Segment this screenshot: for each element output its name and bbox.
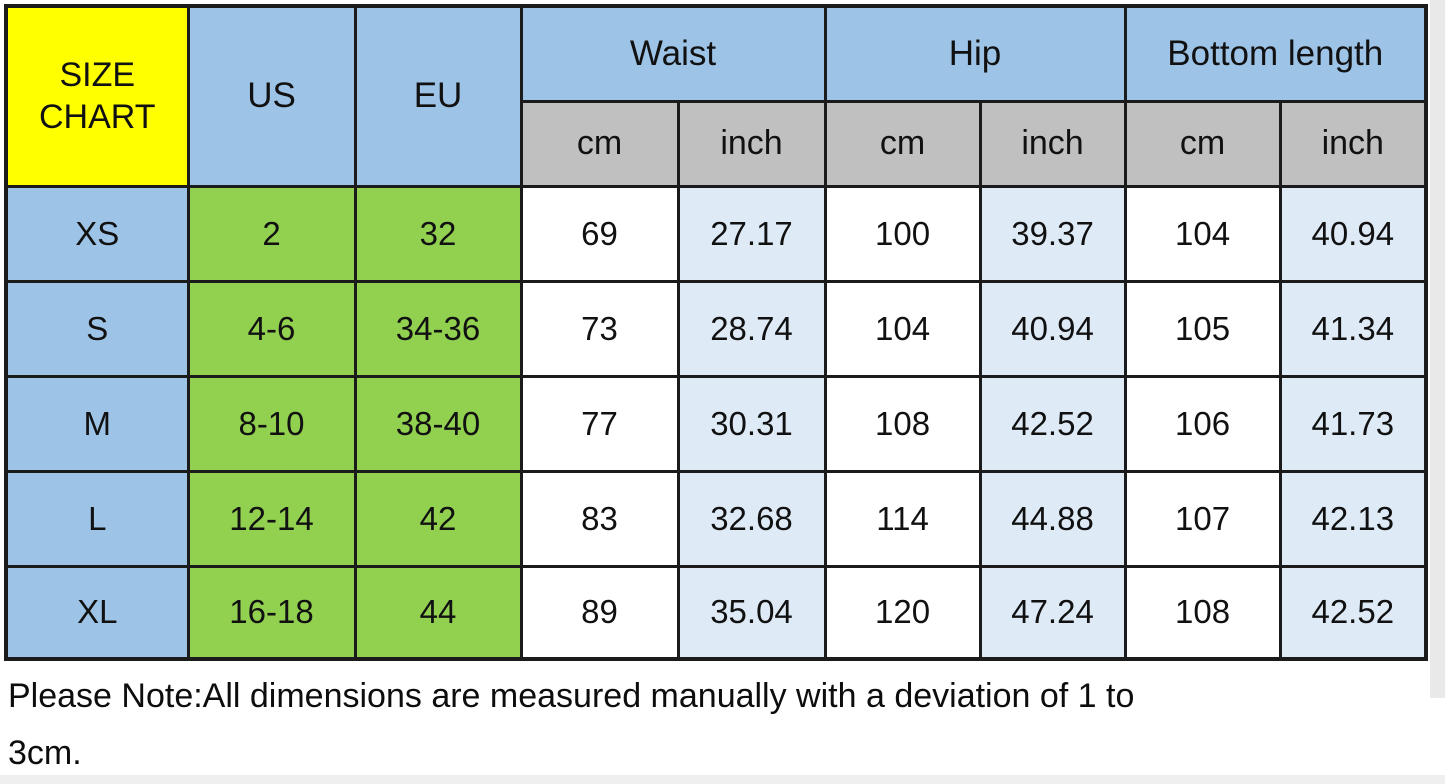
hip-cm-cell: 104 [823,279,982,378]
table-row: M 8-10 38-40 77 30.31 108 42.52 106 41.7… [4,374,1428,473]
waist-inch-cell: 28.74 [676,279,827,378]
bottom-inch-cell: 41.34 [1278,279,1428,378]
unit-header-waist-inch: inch [676,99,827,188]
hip-inch-cell: 40.94 [978,279,1127,378]
unit-header-hip-cm: cm [823,99,982,188]
table-row: XS 2 32 69 27.17 100 39.37 104 40.94 [4,184,1428,283]
size-cell: L [4,469,190,568]
waist-inch-cell: 32.68 [676,469,827,568]
unit-header-bottom-cm: cm [1123,99,1282,188]
note-line-1: Please Note:All dimensions are measured … [8,677,1135,715]
col-header-eu: EU [353,4,523,188]
bottom-cm-cell: 105 [1123,279,1282,378]
hip-inch-cell: 39.37 [978,184,1127,283]
table-row: L 12-14 42 83 32.68 114 44.88 107 42.13 [4,469,1428,568]
bottom-cm-cell: 104 [1123,184,1282,283]
waist-inch-cell: 35.04 [676,564,827,661]
unit-header-bottom-inch: inch [1278,99,1428,188]
us-cell: 12-14 [186,469,357,568]
bottom-inch-cell: 41.73 [1278,374,1428,473]
us-cell: 2 [186,184,357,283]
hip-cm-cell: 114 [823,469,982,568]
hip-cm-cell: 120 [823,564,982,661]
us-cell: 4-6 [186,279,357,378]
size-chart-table: SIZE CHART US EU Waist Hip Bottom length… [4,4,1429,661]
bottom-inch-cell: 42.52 [1278,564,1428,661]
waist-cm-cell: 89 [519,564,680,661]
waist-cm-cell: 69 [519,184,680,283]
group-header-hip: Hip [823,4,1127,103]
right-edge-strip [1430,0,1445,698]
waist-inch-cell: 30.31 [676,374,827,473]
unit-header-waist-cm: cm [519,99,680,188]
col-header-us: US [186,4,357,188]
group-header-bottom-length: Bottom length [1123,4,1428,103]
waist-cm-cell: 77 [519,374,680,473]
unit-header-hip-inch: inch [978,99,1127,188]
eu-cell: 44 [353,564,523,661]
size-cell: M [4,374,190,473]
waist-inch-cell: 27.17 [676,184,827,283]
hip-cm-cell: 100 [823,184,982,283]
header-row-units: cm inch cm inch cm inch [6,99,1428,188]
waist-cm-cell: 83 [519,469,680,568]
group-header-waist: Waist [519,4,827,103]
eu-cell: 32 [353,184,523,283]
hip-inch-cell: 42.52 [978,374,1127,473]
us-cell: 16-18 [186,564,357,661]
hip-cm-cell: 108 [823,374,982,473]
eu-cell: 38-40 [353,374,523,473]
hip-inch-cell: 44.88 [978,469,1127,568]
corner-cell-size-chart: SIZE CHART [4,4,190,188]
size-cell: S [4,279,190,378]
bottom-inch-cell: 40.94 [1278,184,1428,283]
size-cell: XS [4,184,190,283]
eu-cell: 42 [353,469,523,568]
bottom-cm-cell: 106 [1123,374,1282,473]
header-row-groups: SIZE CHART US EU Waist Hip Bottom length [4,4,1428,188]
bottom-inch-cell: 42.13 [1278,469,1428,568]
bottom-cm-cell: 107 [1123,469,1282,568]
hip-inch-cell: 47.24 [978,564,1127,661]
bottom-cm-cell: 108 [1123,564,1282,661]
note-line-2: 3cm. [8,734,82,772]
table-row: S 4-6 34-36 73 28.74 104 40.94 105 41.34 [4,279,1428,378]
bottom-edge-strip [0,775,1445,784]
waist-cm-cell: 73 [519,279,680,378]
eu-cell: 34-36 [353,279,523,378]
table-row: XL 16-18 44 89 35.04 120 47.24 108 42.52 [4,564,1428,661]
us-cell: 8-10 [186,374,357,473]
measurement-note: Please Note:All dimensions are measured … [8,668,1438,782]
size-cell: XL [4,564,190,661]
